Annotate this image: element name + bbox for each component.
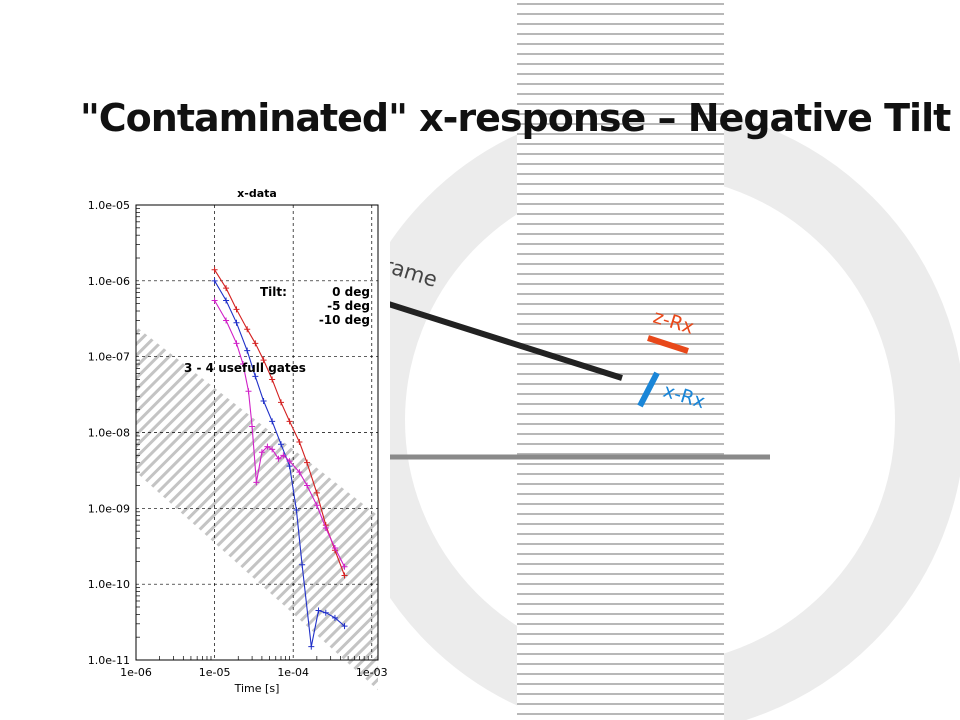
- data-point: [233, 306, 240, 313]
- data-point: [278, 441, 285, 448]
- data-point: [293, 507, 300, 514]
- data-point: [264, 443, 271, 450]
- data-point: [233, 319, 240, 326]
- z-rx-bar: [647, 335, 689, 354]
- x-tick-label: 1e-03: [356, 666, 388, 679]
- data-point: [331, 544, 338, 551]
- data-point: [269, 446, 276, 453]
- data-point: [322, 525, 329, 532]
- x-rx-bar: [637, 371, 660, 408]
- data-point: [299, 561, 306, 568]
- legend-entry: 0 deg: [332, 285, 370, 299]
- data-point: [341, 563, 348, 570]
- data-point: [252, 373, 259, 380]
- data-point: [341, 623, 348, 630]
- data-point: [240, 361, 247, 368]
- data-point: [252, 340, 259, 347]
- data-point: [258, 449, 265, 456]
- data-point: [296, 438, 303, 445]
- data-point: [223, 285, 230, 292]
- data-point: [249, 423, 256, 430]
- y-tick-label: 1.0e-09: [88, 502, 130, 515]
- y-tick-label: 1.0e-08: [88, 427, 130, 440]
- slide-title: "Contaminated" x-response – Negative Til…: [80, 96, 951, 140]
- data-point: [211, 297, 218, 304]
- data-point: [315, 607, 322, 614]
- data-point: [341, 572, 348, 579]
- data-point: [280, 452, 287, 459]
- data-point: [260, 357, 267, 364]
- gates-annotation: 3 - 4 usefull gates: [184, 361, 306, 375]
- y-tick-label: 1.0e-06: [88, 275, 130, 288]
- data-point: [260, 398, 267, 405]
- y-tick-label: 1.0e-10: [88, 578, 130, 591]
- x-data-chart: 1.0e-05 1.0e-06 1.0e-07 1.0e-08 1.0e-09 1.0e-…: [88, 187, 388, 695]
- data-point: [269, 418, 276, 425]
- x-tick-label: 1e-05: [199, 666, 231, 679]
- chart-panel: 1.0e-05 1.0e-06 1.0e-07 1.0e-08 1.0e-09 1.0e-…: [72, 180, 390, 700]
- data-point: [331, 614, 338, 621]
- data-point: [286, 458, 293, 465]
- legend-entry: -10 deg: [319, 313, 370, 327]
- data-point: [223, 297, 230, 304]
- legend-entry: -5 deg: [327, 299, 370, 313]
- data-point: [313, 489, 320, 496]
- data-point: [304, 482, 311, 489]
- data-point: [308, 643, 315, 650]
- x-tick-label: 1e-06: [120, 666, 152, 679]
- legend-title: Tilt:: [260, 285, 287, 299]
- data-point: [313, 502, 320, 509]
- y-tick-label: 1.0e-07: [88, 351, 130, 364]
- data-point: [244, 347, 251, 354]
- x-tick-label: 1e-04: [277, 666, 309, 679]
- data-point: [296, 469, 303, 476]
- y-tick-label: 1.0e-05: [88, 199, 130, 212]
- data-point: [275, 455, 282, 462]
- y-tick-label: 1.0e-11: [88, 654, 130, 667]
- data-point: [322, 609, 329, 616]
- data-point: [245, 388, 252, 395]
- data-point: [278, 399, 285, 406]
- frame-rod: [359, 292, 623, 381]
- data-point: [244, 326, 251, 333]
- data-point: [269, 376, 276, 383]
- data-point: [304, 459, 311, 466]
- series-1: [211, 266, 348, 579]
- data-point: [211, 266, 218, 273]
- chart-title: x-data: [237, 187, 277, 200]
- data-point: [253, 479, 260, 486]
- data-point: [233, 340, 240, 347]
- data-point: [223, 317, 230, 324]
- striped-column: [517, 0, 724, 720]
- data-point: [211, 277, 218, 284]
- series-3: [211, 297, 348, 570]
- x-axis-label: Time [s]: [234, 682, 280, 695]
- data-point: [286, 463, 293, 470]
- data-point: [286, 418, 293, 425]
